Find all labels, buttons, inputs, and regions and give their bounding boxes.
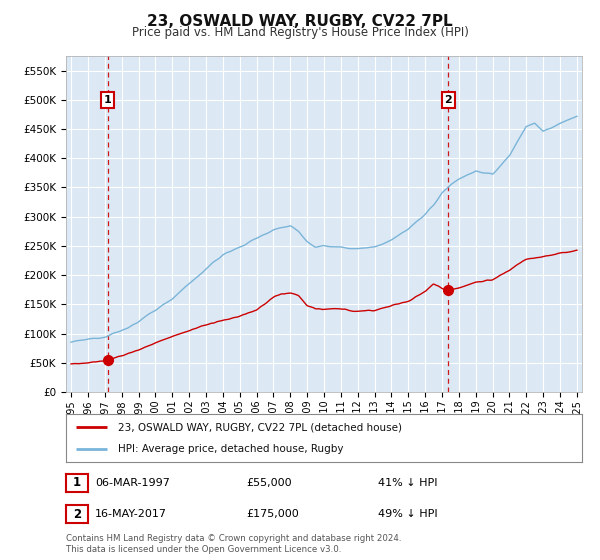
Text: 2: 2 (445, 95, 452, 105)
Text: Price paid vs. HM Land Registry's House Price Index (HPI): Price paid vs. HM Land Registry's House … (131, 26, 469, 39)
Text: 1: 1 (73, 476, 81, 489)
Text: 06-MAR-1997: 06-MAR-1997 (95, 478, 170, 488)
Text: 1: 1 (104, 95, 112, 105)
Text: 41% ↓ HPI: 41% ↓ HPI (378, 478, 437, 488)
Text: 49% ↓ HPI: 49% ↓ HPI (378, 509, 437, 519)
Text: 23, OSWALD WAY, RUGBY, CV22 7PL: 23, OSWALD WAY, RUGBY, CV22 7PL (147, 14, 453, 29)
Text: 2: 2 (73, 507, 81, 521)
Text: 23, OSWALD WAY, RUGBY, CV22 7PL (detached house): 23, OSWALD WAY, RUGBY, CV22 7PL (detache… (118, 422, 401, 432)
Text: Contains HM Land Registry data © Crown copyright and database right 2024.
This d: Contains HM Land Registry data © Crown c… (66, 534, 401, 554)
Text: £55,000: £55,000 (246, 478, 292, 488)
Text: £175,000: £175,000 (246, 509, 299, 519)
Text: HPI: Average price, detached house, Rugby: HPI: Average price, detached house, Rugb… (118, 444, 343, 454)
Text: 16-MAY-2017: 16-MAY-2017 (95, 509, 167, 519)
